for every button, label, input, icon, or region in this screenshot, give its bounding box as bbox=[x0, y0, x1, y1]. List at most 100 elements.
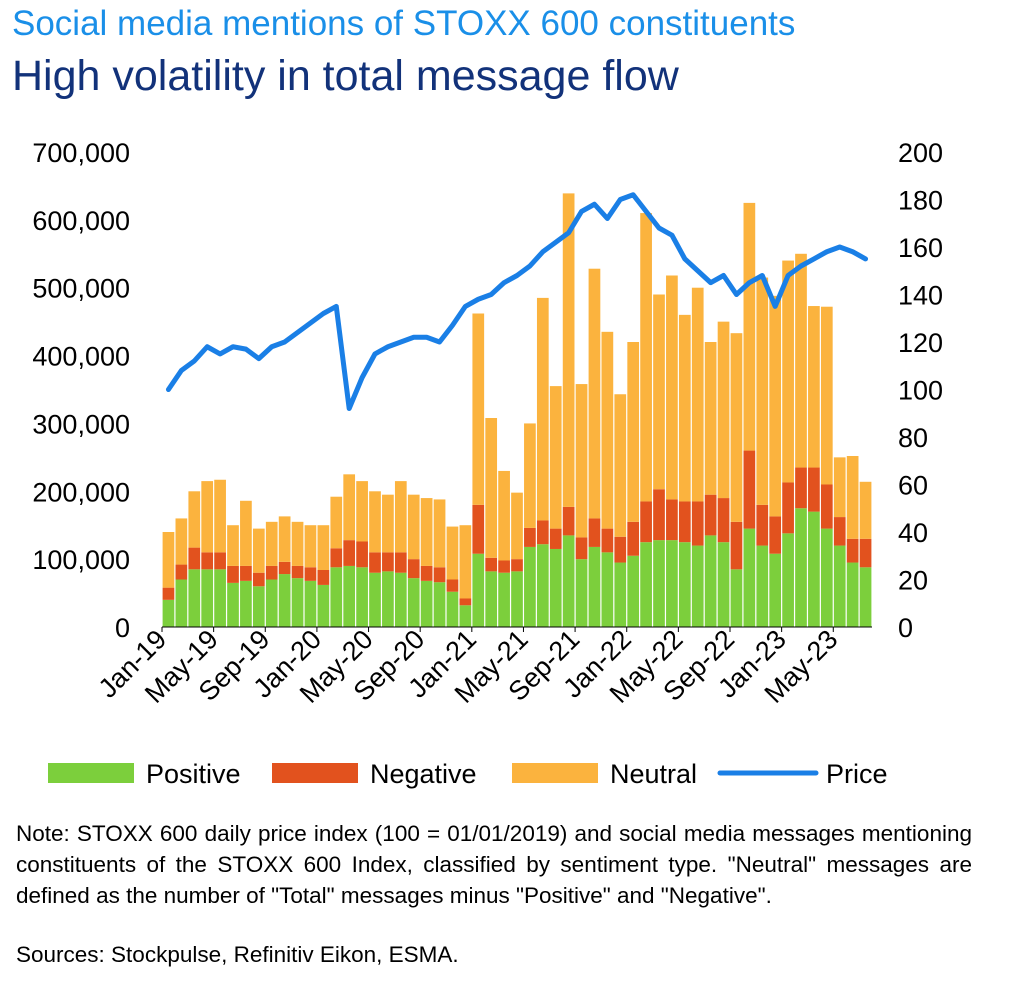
bar-negative bbox=[769, 516, 782, 554]
y-left-tick-label: 100,000 bbox=[32, 545, 130, 575]
bar-positive bbox=[666, 540, 678, 627]
bar-neutral bbox=[511, 492, 523, 560]
bar-positive bbox=[717, 542, 730, 627]
bar-neutral bbox=[743, 202, 756, 451]
legend-label-positive: Positive bbox=[146, 759, 241, 789]
bar-positive bbox=[252, 586, 265, 627]
price-line bbox=[165, 192, 869, 411]
y-right-tick-label: 80 bbox=[898, 423, 928, 453]
bar-positive bbox=[485, 571, 498, 627]
y-right-tick-label: 180 bbox=[898, 186, 943, 216]
bar-positive bbox=[640, 542, 652, 627]
bar-negative bbox=[201, 552, 214, 570]
chart-source: Sources: Stockpulse, Refinitiv Eikon, ES… bbox=[16, 942, 459, 967]
bar-neutral bbox=[433, 499, 446, 568]
y-right-tick-label: 160 bbox=[898, 233, 943, 263]
bar-negative bbox=[485, 557, 498, 572]
bar-neutral bbox=[369, 491, 381, 553]
bar-negative bbox=[188, 547, 201, 570]
bar-positive bbox=[536, 544, 549, 627]
bar-neutral bbox=[304, 525, 317, 568]
bar-negative bbox=[356, 541, 368, 568]
y-left-tick-label: 400,000 bbox=[32, 342, 130, 372]
bar-positive bbox=[524, 546, 536, 627]
legend-label-price: Price bbox=[826, 759, 888, 789]
bar-neutral bbox=[627, 342, 640, 522]
bar-positive bbox=[201, 569, 214, 627]
bar-neutral bbox=[575, 384, 588, 538]
bar-positive bbox=[369, 572, 381, 627]
bar-negative bbox=[704, 494, 717, 536]
bar-negative bbox=[265, 565, 278, 580]
bar-neutral bbox=[485, 418, 498, 558]
bar-negative bbox=[330, 548, 343, 568]
bar-positive bbox=[278, 574, 291, 627]
bar-positive bbox=[407, 578, 420, 627]
bar-neutral bbox=[820, 306, 833, 485]
bar-positive bbox=[459, 605, 472, 627]
bar-neutral bbox=[188, 491, 201, 548]
bar-negative bbox=[756, 504, 769, 546]
bar-neutral bbox=[601, 331, 614, 529]
bar-positive bbox=[343, 565, 356, 627]
bar-positive bbox=[833, 545, 846, 627]
bar-positive bbox=[511, 571, 523, 627]
y-left-tick-label: 600,000 bbox=[32, 206, 130, 236]
bar-neutral bbox=[252, 528, 265, 573]
bar-positive bbox=[420, 580, 433, 627]
bar-negative bbox=[291, 565, 304, 579]
bar-neutral bbox=[472, 313, 485, 505]
bar-positive bbox=[678, 542, 691, 627]
bar-negative bbox=[304, 567, 317, 581]
bar-neutral bbox=[846, 456, 859, 539]
bar-negative bbox=[524, 527, 536, 547]
bar-positive bbox=[730, 569, 743, 627]
bar-neutral bbox=[459, 525, 472, 599]
bar-neutral bbox=[498, 470, 510, 561]
bar-positive bbox=[394, 572, 407, 627]
bar-positive bbox=[859, 567, 872, 627]
bar-neutral bbox=[769, 295, 782, 517]
bar-neutral bbox=[782, 260, 794, 483]
bar-neutral bbox=[446, 526, 459, 580]
y-right-tick-label: 40 bbox=[898, 518, 928, 548]
bar-negative bbox=[833, 517, 846, 546]
bar-negative bbox=[678, 501, 691, 543]
bar-negative bbox=[717, 498, 730, 543]
bar-negative bbox=[498, 560, 510, 573]
bar-negative bbox=[433, 567, 446, 583]
bar-neutral bbox=[201, 481, 214, 553]
bar-neutral bbox=[795, 253, 807, 468]
bar-neutral bbox=[382, 494, 394, 553]
bar-neutral bbox=[549, 386, 562, 529]
bar-positive bbox=[356, 567, 368, 627]
bar-negative bbox=[511, 559, 523, 572]
bar-negative bbox=[252, 572, 265, 587]
chart-note: Note: STOXX 600 daily price index (100 =… bbox=[16, 821, 972, 908]
bar-neutral bbox=[240, 500, 252, 566]
bar-negative bbox=[743, 450, 756, 529]
bar-neutral bbox=[730, 333, 743, 522]
bar-negative bbox=[575, 537, 588, 560]
bar-positive bbox=[549, 548, 562, 627]
y-right-tick-label: 60 bbox=[898, 471, 928, 501]
bar-neutral bbox=[524, 423, 536, 528]
bar-neutral bbox=[162, 532, 175, 588]
y-right-tick-label: 0 bbox=[898, 613, 913, 643]
bar-negative bbox=[627, 521, 640, 556]
bar-neutral bbox=[691, 287, 704, 502]
bar-positive bbox=[743, 528, 756, 627]
chart-subtitle: Social media mentions of STOXX 600 const… bbox=[12, 4, 796, 43]
bar-negative bbox=[420, 565, 433, 581]
bar-negative bbox=[407, 559, 420, 579]
y-right-tick-label: 20 bbox=[898, 566, 928, 596]
bar-positive bbox=[214, 569, 226, 627]
legend-swatch-negative bbox=[272, 763, 358, 783]
legend-label-neutral: Neutral bbox=[610, 759, 697, 789]
bar-positive bbox=[317, 584, 330, 627]
bar-negative bbox=[614, 536, 627, 563]
bar-neutral bbox=[704, 342, 717, 495]
bar-negative bbox=[317, 570, 330, 585]
bar-neutral bbox=[420, 498, 433, 566]
bar-negative bbox=[820, 484, 833, 529]
